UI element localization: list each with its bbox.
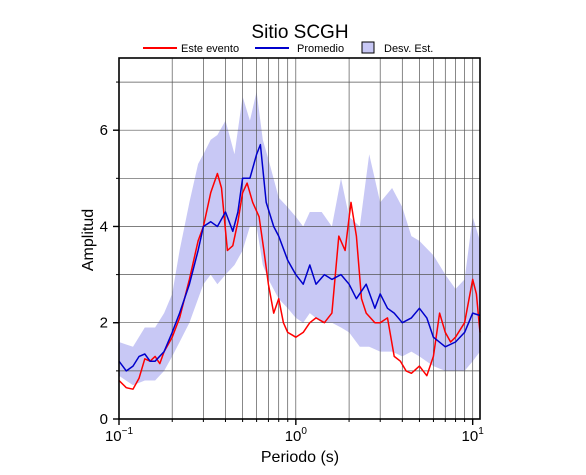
grid-layer	[118, 58, 480, 419]
ticks-layer: 0 2 4 6 10−1 100 101	[100, 81, 485, 445]
series-line	[118, 143, 481, 372]
y-tick-label: 0	[100, 411, 108, 428]
y-axis-label: Amplitud	[80, 209, 97, 271]
series-layer	[118, 143, 481, 390]
y-tick-label: 4	[100, 218, 108, 235]
legend: Este evento Promedio Desv. Est.	[143, 41, 433, 55]
std-dev-band-layer	[119, 91, 480, 386]
series-line	[118, 172, 481, 390]
x-tick-label: 10−1	[105, 426, 134, 445]
legend-label: Desv. Est.	[384, 43, 433, 55]
legend-band-swatch	[361, 41, 375, 54]
x-axis-label: Periodo (s)	[261, 449, 339, 466]
y-tick-label: 6	[100, 122, 108, 139]
legend-label: Promedio	[297, 43, 344, 55]
legend-label: Este evento	[181, 43, 239, 55]
plot-frame	[118, 57, 481, 420]
chart-title: Sitio SCGH	[251, 22, 348, 43]
std-dev-band	[119, 91, 480, 386]
y-tick-label: 2	[100, 315, 108, 332]
x-tick-label: 101	[462, 426, 485, 445]
x-tick-label: 100	[285, 426, 308, 445]
